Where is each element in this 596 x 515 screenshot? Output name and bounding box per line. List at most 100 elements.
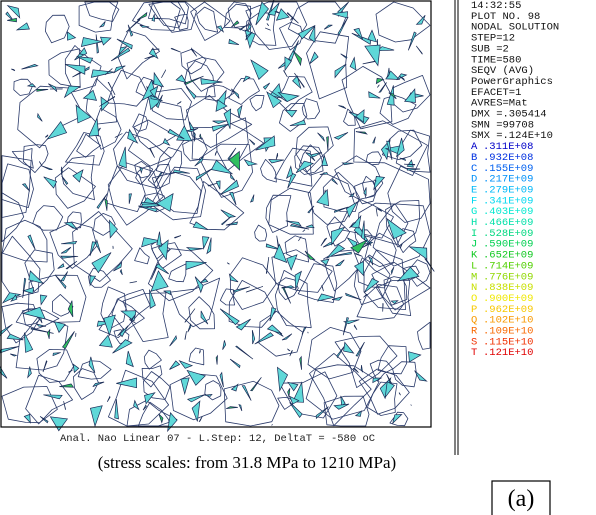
cell [338, 105, 347, 110]
header-line: SMN =99708 [471, 119, 534, 131]
cell [114, 133, 123, 138]
contour-line [148, 1, 189, 25]
cell [119, 325, 129, 338]
cell [288, 395, 300, 405]
cell [89, 241, 97, 257]
contour-line [133, 119, 176, 150]
contour-line [93, 213, 116, 236]
cell [317, 293, 334, 302]
cell [0, 366, 8, 379]
legend-value: .932E+08 [483, 152, 533, 164]
contour-line [168, 263, 187, 283]
contour-line [326, 216, 351, 247]
cell [149, 85, 159, 98]
cell [89, 405, 103, 428]
cell [408, 351, 422, 363]
cell [130, 313, 136, 322]
cell [355, 341, 365, 357]
contour-line [275, 270, 312, 329]
cell [67, 300, 74, 318]
cell [153, 71, 165, 88]
contour-line [107, 162, 164, 226]
cell [406, 159, 414, 168]
legend-letter: F [471, 195, 477, 207]
legend-value: .838E+09 [483, 282, 533, 294]
contour-line [1, 302, 40, 344]
cell [332, 11, 348, 19]
cell [237, 104, 243, 118]
cell [235, 345, 254, 360]
cell [255, 135, 276, 151]
cell [156, 231, 162, 247]
cell [27, 366, 32, 379]
contour-line [132, 113, 149, 132]
contour-line [402, 265, 420, 281]
cell [373, 176, 386, 191]
cell [281, 333, 293, 341]
legend-value: .466E+09 [483, 217, 533, 229]
cell [113, 65, 126, 74]
header-line: PLOT NO. 98 [471, 11, 540, 23]
contour-line [147, 163, 171, 189]
cell [368, 256, 374, 266]
cell [350, 239, 368, 254]
contour-line [265, 194, 292, 233]
cell [163, 290, 171, 296]
cell [386, 373, 392, 385]
cell [228, 273, 239, 283]
cell [242, 75, 251, 83]
cell [372, 377, 383, 384]
contour-line [24, 249, 55, 292]
cell [68, 369, 73, 373]
legend-value: .311E+08 [483, 141, 533, 153]
cell [151, 14, 155, 22]
contour-line [363, 249, 406, 310]
cell [285, 220, 302, 227]
legend-letter: G [471, 206, 477, 218]
contour-line [143, 349, 162, 370]
cell [424, 258, 435, 272]
cell [340, 53, 348, 59]
cell [174, 235, 182, 239]
contour-line [174, 14, 189, 31]
cell [10, 294, 18, 302]
cell [249, 194, 255, 203]
cell [277, 91, 300, 103]
cell [128, 193, 132, 204]
contour-line [134, 247, 150, 265]
cell [364, 44, 381, 67]
cell [386, 140, 393, 160]
cell [287, 348, 291, 352]
legend-value: .403E+09 [483, 206, 533, 218]
cell [178, 360, 194, 369]
contour-line [199, 143, 253, 198]
legend-letter: D [471, 174, 477, 186]
cell [184, 331, 187, 340]
cell [133, 399, 140, 411]
cell [136, 11, 148, 21]
legend-value: .652E+09 [483, 250, 533, 262]
cell [378, 82, 387, 93]
contour-line [334, 155, 384, 200]
cell [269, 307, 277, 322]
cell [289, 350, 294, 357]
cell [233, 286, 250, 293]
cell [112, 339, 133, 354]
legend-value: .217E+09 [483, 174, 533, 186]
cell [155, 17, 161, 20]
cell [360, 364, 363, 373]
cell [299, 355, 302, 370]
cell [307, 205, 315, 214]
contour-line [52, 294, 74, 317]
legend-value: .109E+10 [483, 326, 533, 338]
contour-line [219, 288, 235, 306]
contour-line [387, 165, 431, 223]
contour-line [417, 321, 431, 350]
cell [60, 255, 79, 259]
cell [44, 134, 49, 138]
cell [336, 344, 346, 359]
legend-letter: T [471, 347, 477, 359]
cell [289, 224, 310, 230]
cell [307, 331, 309, 334]
cell [193, 131, 196, 142]
